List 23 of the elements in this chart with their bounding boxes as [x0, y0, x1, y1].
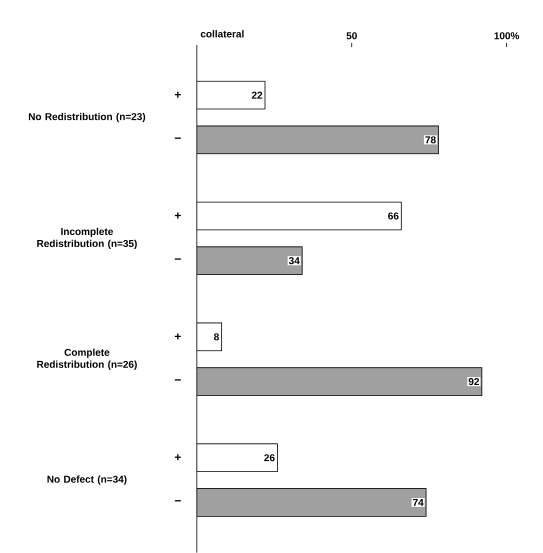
- y-tick-label: No Redistribution (n=23): [29, 112, 146, 122]
- text: +: [175, 454, 182, 460]
- data-label: 22: [252, 92, 262, 99]
- x-axis-title: collateral: [200, 30, 244, 38]
- series-label: −: [175, 138, 182, 139]
- text: −: [175, 258, 182, 260]
- data-label: 34: [289, 257, 300, 264]
- series-label: +: [175, 92, 182, 98]
- x-tick-label: 100%: [494, 32, 520, 40]
- y-tick-label: Complete Redistribution (n=26): [37, 348, 138, 370]
- data-label: 8: [214, 333, 220, 340]
- data-label: 78: [426, 136, 436, 144]
- data-label: 26: [264, 454, 275, 462]
- x-tick-label: 50: [346, 32, 358, 40]
- text: +: [175, 333, 182, 340]
- text: −: [175, 379, 182, 381]
- data-label: 66: [388, 212, 399, 220]
- y-tick-label: No Defect (n=34): [48, 475, 127, 485]
- data-label: 92: [468, 378, 480, 386]
- text: −: [175, 500, 182, 502]
- text: +: [175, 212, 182, 219]
- y-tick-label: Incomplete Redistribution (n=35): [37, 228, 138, 250]
- data-label: 74: [413, 499, 424, 506]
